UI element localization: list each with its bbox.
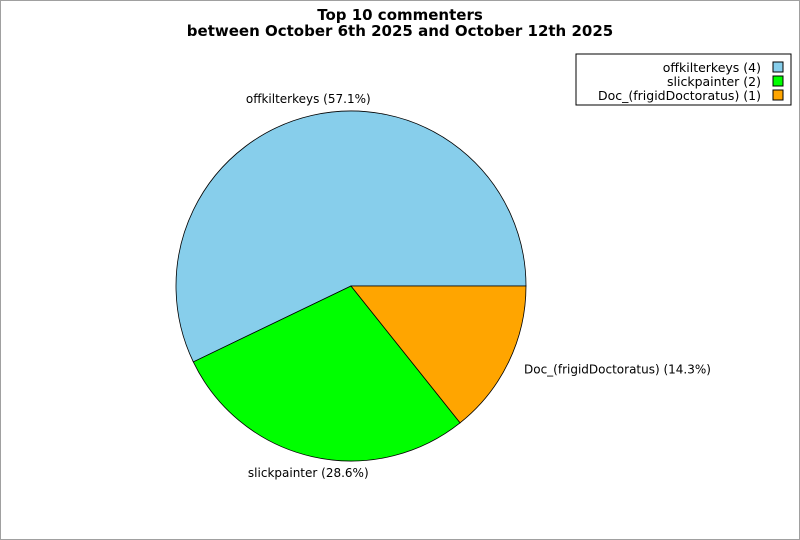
- legend-swatch: [772, 61, 784, 73]
- legend-label: offkilterkeys (4): [663, 60, 761, 75]
- pie-slice-offkilterkeys: [175, 110, 527, 363]
- slice-label: Doc_(frigidDoctoratus) (14.3%): [524, 362, 711, 376]
- chart-title-line-1: Top 10 commenters: [317, 6, 483, 24]
- legend-label: Doc_(frigidDoctoratus) (1): [598, 88, 761, 103]
- pie-slice-slickpainter: [192, 285, 461, 462]
- slice-label: slickpainter (28.6%): [248, 466, 369, 480]
- chart-title-line-2: between October 6th 2025 and October 12t…: [187, 22, 613, 40]
- pie-slice-doc-frigiddoctoratus-: [350, 285, 527, 424]
- legend-swatch: [772, 89, 784, 101]
- legend-box: [575, 53, 792, 106]
- legend-label: slickpainter (2): [667, 74, 761, 89]
- legend-swatch: [772, 75, 784, 87]
- slice-label: offkilterkeys (57.1%): [246, 92, 371, 106]
